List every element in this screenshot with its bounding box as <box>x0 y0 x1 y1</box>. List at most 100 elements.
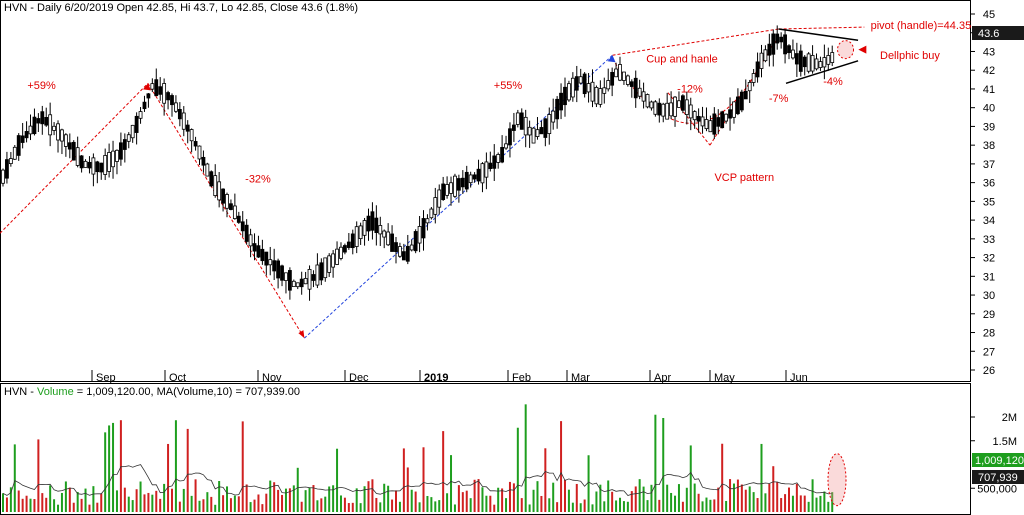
candle-body <box>225 194 229 209</box>
volume-bar <box>308 487 311 512</box>
volume-ma-line <box>2 464 833 496</box>
candle-body <box>523 116 528 136</box>
volume-bar <box>253 499 256 512</box>
volume-bar <box>611 491 614 512</box>
candle-body <box>582 73 587 95</box>
candle-body <box>830 52 835 63</box>
candle-body <box>476 168 481 182</box>
volume-bar <box>292 485 295 512</box>
volume-bar <box>705 497 708 512</box>
last-volume-highlight <box>827 453 847 507</box>
volume-bar <box>53 499 56 512</box>
volume-bar <box>548 498 551 512</box>
candle-body <box>641 91 646 102</box>
candle-body <box>618 64 622 81</box>
volume-bar <box>336 448 339 512</box>
candle-body <box>75 147 80 166</box>
volume-bar <box>532 489 535 512</box>
volume-badge: 1,009,120 <box>975 455 1024 467</box>
candle-body <box>547 114 552 135</box>
y-tick-label: 40 <box>983 103 995 115</box>
candle-body <box>574 76 579 91</box>
candle-body <box>610 71 615 86</box>
candle-body <box>484 161 489 178</box>
candle-body <box>374 217 379 233</box>
volume-bar <box>355 488 358 512</box>
candle-body <box>299 278 304 288</box>
candle-body <box>496 154 501 163</box>
candle-body <box>472 174 477 180</box>
candle-body <box>504 143 508 149</box>
candle-body <box>810 55 815 72</box>
y-tick-label: 27 <box>983 346 995 358</box>
candle-body <box>692 111 697 121</box>
volume-bar <box>540 495 543 512</box>
candle-body <box>590 81 595 102</box>
candle-body <box>570 77 575 98</box>
volume-bar <box>324 496 327 512</box>
annotation-ann-buy: Dellphic buy <box>880 50 940 62</box>
candle-body <box>248 234 253 247</box>
candle-body <box>661 103 666 117</box>
volume-bar <box>740 484 743 512</box>
volume-bar <box>115 490 118 512</box>
candle-body <box>189 129 194 142</box>
candle-body <box>645 94 650 108</box>
volume-bar <box>552 482 555 512</box>
candle-body <box>362 220 367 236</box>
volume-bar <box>328 486 331 512</box>
pivot-line <box>778 26 865 30</box>
candle-body <box>409 244 414 251</box>
candle-body <box>95 161 100 173</box>
volume-bar <box>524 404 527 512</box>
volume-bar <box>780 498 783 512</box>
candle-body <box>413 231 418 252</box>
annotation-ann-pivot: pivot (handle)=44.35 <box>871 20 972 32</box>
volume-bar <box>544 448 547 512</box>
candle-body <box>217 181 222 201</box>
volume-bar <box>732 483 735 512</box>
volume-bar <box>418 502 421 512</box>
candle-body <box>63 134 68 147</box>
volume-bar <box>619 497 622 512</box>
volume-bar <box>9 487 12 512</box>
candle-body <box>555 98 560 120</box>
volume-bar <box>744 489 747 512</box>
volume-bar <box>383 483 386 512</box>
volume-bar <box>159 498 162 512</box>
candle-body <box>5 159 9 179</box>
candle-body <box>578 76 583 84</box>
candle-body <box>162 83 167 104</box>
candle-body <box>268 259 273 266</box>
volume-bar <box>68 487 71 512</box>
volume-bar <box>375 497 378 512</box>
volume-bar <box>84 488 87 512</box>
candle-body <box>343 245 347 253</box>
y-tick-label: 43 <box>983 46 995 58</box>
volume-bar <box>379 502 382 512</box>
candle-body <box>488 162 493 169</box>
volume-bar <box>446 493 449 512</box>
volume-bar <box>563 479 566 512</box>
candle-body <box>1 169 5 184</box>
volume-bar <box>347 503 350 512</box>
x-tick-label: Apr <box>654 372 671 384</box>
candle-body <box>346 241 351 248</box>
candle-body <box>787 45 791 54</box>
candle-body <box>441 183 446 201</box>
volume-bar <box>135 489 138 512</box>
volume-bar <box>607 480 610 512</box>
volume-bar <box>799 495 802 512</box>
candle-body <box>401 251 406 261</box>
y-tick-label: 41 <box>983 84 995 96</box>
candle-body <box>177 109 182 120</box>
volume-bar <box>756 498 759 512</box>
arrow-trough <box>298 330 305 339</box>
arrow-peak-2 <box>607 55 616 63</box>
candle-body <box>759 52 764 69</box>
candle-body <box>822 57 827 68</box>
candle-body <box>276 260 281 279</box>
candle-body <box>370 211 375 231</box>
volume-bar <box>615 500 618 512</box>
volume-bar <box>713 499 716 512</box>
